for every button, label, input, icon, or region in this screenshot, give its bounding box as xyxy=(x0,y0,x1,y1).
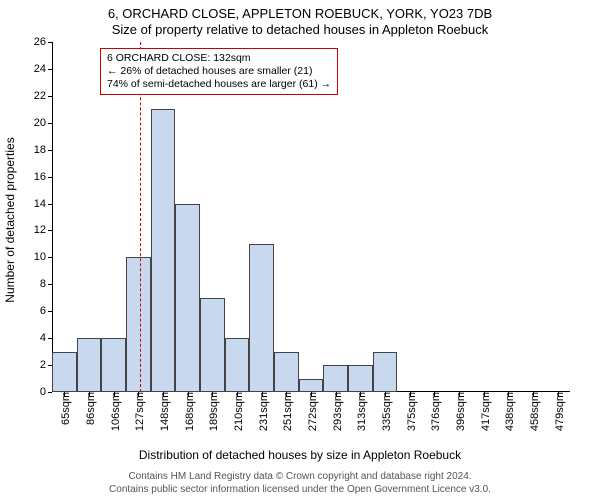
x-tick-label: 335sqm xyxy=(377,392,393,431)
info-box-larger: 74% of semi-detached houses are larger (… xyxy=(107,78,331,91)
x-tick-label: 272sqm xyxy=(303,392,319,431)
x-tick-mark xyxy=(385,392,386,396)
x-tick-label: 438sqm xyxy=(500,392,516,431)
x-tick-label: 479sqm xyxy=(550,392,566,431)
x-tick-label: 189sqm xyxy=(204,392,220,431)
attribution-line2: Contains public sector information licen… xyxy=(0,484,600,497)
x-tick-mark xyxy=(459,392,460,396)
x-tick-label: 251sqm xyxy=(278,392,294,431)
attribution: Contains HM Land Registry data © Crown c… xyxy=(0,471,600,496)
x-tick-mark xyxy=(484,392,485,396)
x-tick-mark xyxy=(508,392,509,396)
x-tick-mark xyxy=(311,392,312,396)
x-tick-mark xyxy=(138,392,139,396)
x-tick-mark xyxy=(558,392,559,396)
x-tick-mark xyxy=(410,392,411,396)
x-tick-label: 86sqm xyxy=(81,392,97,425)
property-info-box: 6 ORCHARD CLOSE: 132sqm ← 26% of detache… xyxy=(100,48,338,95)
x-tick-mark xyxy=(188,392,189,396)
x-tick-label: 231sqm xyxy=(254,392,270,431)
y-tick-mark xyxy=(48,392,52,393)
x-tick-label: 376sqm xyxy=(426,392,442,431)
x-tick-label: 168sqm xyxy=(180,392,196,431)
chart-title-address: 6, ORCHARD CLOSE, APPLETON ROEBUCK, YORK… xyxy=(0,6,600,21)
x-tick-mark xyxy=(212,392,213,396)
y-axis-label: Number of detached properties xyxy=(3,137,17,302)
x-tick-label: 65sqm xyxy=(56,392,72,425)
x-tick-label: 106sqm xyxy=(106,392,122,431)
x-tick-label: 293sqm xyxy=(328,392,344,431)
info-box-title: 6 ORCHARD CLOSE: 132sqm xyxy=(107,52,331,65)
x-tick-label: 210sqm xyxy=(229,392,245,431)
x-tick-label: 375sqm xyxy=(402,392,418,431)
x-tick-mark xyxy=(360,392,361,396)
x-tick-label: 148sqm xyxy=(155,392,171,431)
x-tick-mark xyxy=(64,392,65,396)
x-tick-label: 313sqm xyxy=(352,392,368,431)
x-tick-label: 417sqm xyxy=(476,392,492,431)
info-box-smaller: ← 26% of detached houses are smaller (21… xyxy=(107,65,331,78)
x-tick-label: 396sqm xyxy=(451,392,467,431)
x-tick-mark xyxy=(533,392,534,396)
x-tick-mark xyxy=(336,392,337,396)
x-tick-mark xyxy=(262,392,263,396)
x-tick-mark xyxy=(163,392,164,396)
x-tick-mark xyxy=(237,392,238,396)
x-tick-label: 127sqm xyxy=(130,392,146,431)
x-tick-label: 458sqm xyxy=(525,392,541,431)
chart-subtitle: Size of property relative to detached ho… xyxy=(0,22,600,37)
x-axis-title: Distribution of detached houses by size … xyxy=(0,448,600,462)
x-tick-mark xyxy=(89,392,90,396)
x-tick-mark xyxy=(286,392,287,396)
x-tick-mark xyxy=(114,392,115,396)
x-tick-mark xyxy=(434,392,435,396)
attribution-line1: Contains HM Land Registry data © Crown c… xyxy=(0,471,600,484)
